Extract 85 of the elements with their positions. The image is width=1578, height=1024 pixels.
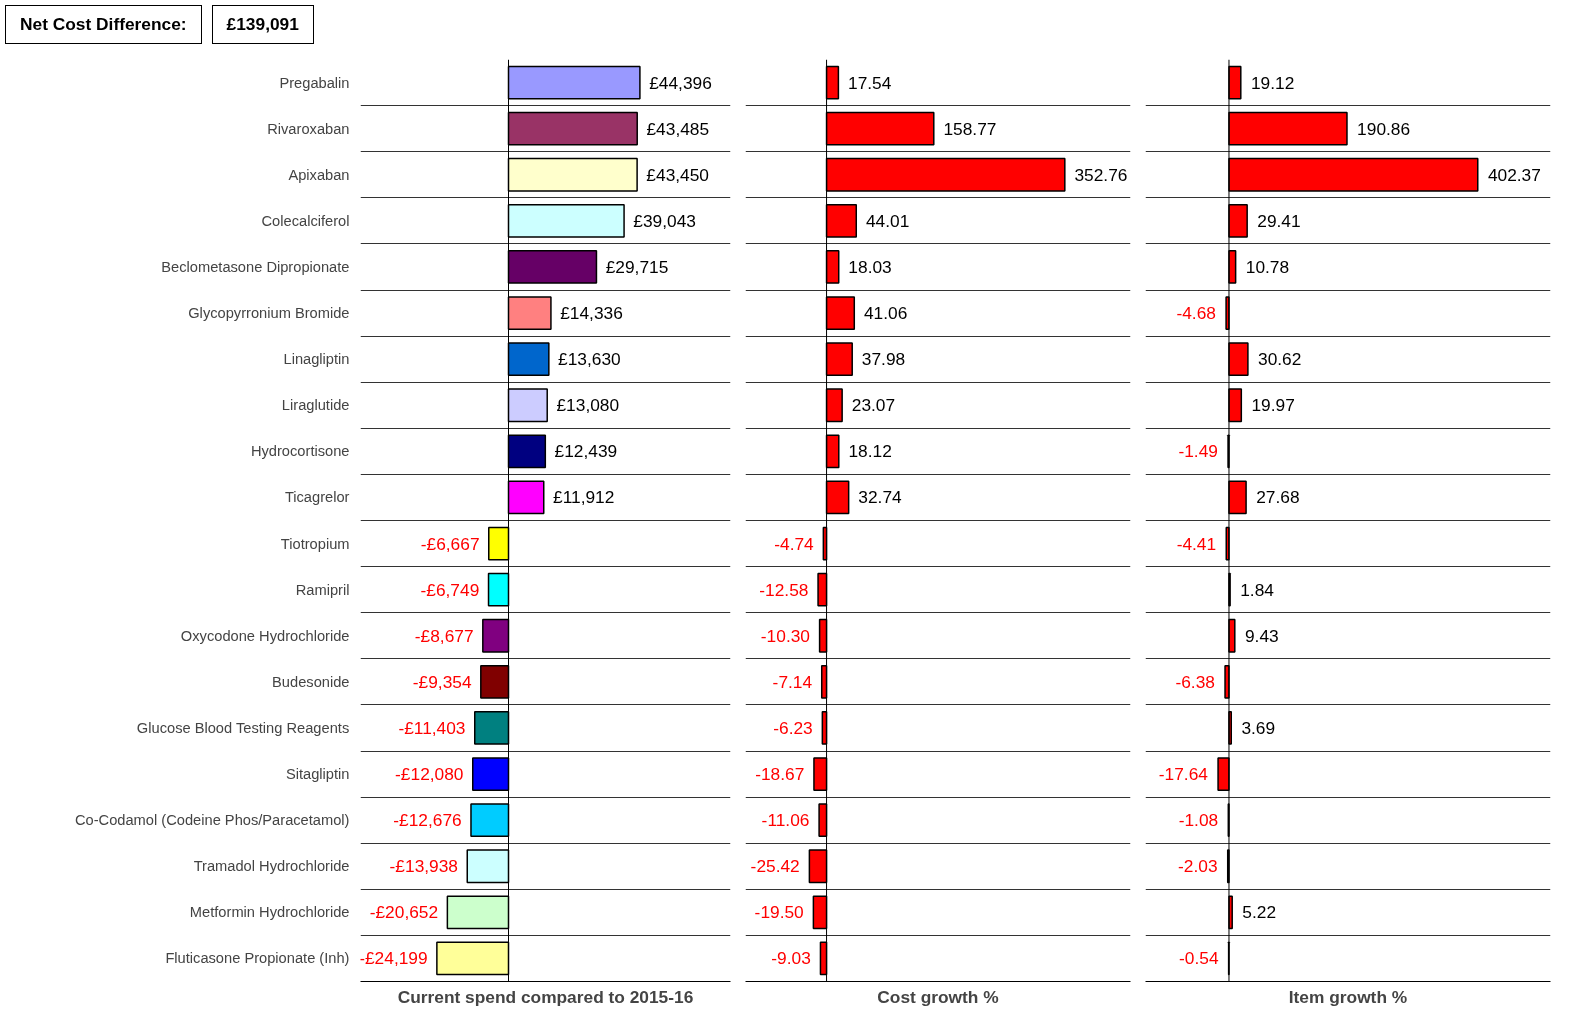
data-label: 27.68 <box>1256 487 1300 508</box>
data-label: -£11,403 <box>398 717 466 738</box>
x-axis-title: Cost growth % <box>877 986 999 1007</box>
data-label: -£8,677 <box>414 625 474 646</box>
y-tick-label: Linagliptin <box>283 350 350 367</box>
data-label: -2.03 <box>1178 856 1218 876</box>
data-label: £44,396 <box>649 72 712 93</box>
data-label: -7.14 <box>772 671 813 692</box>
data-label: -12.58 <box>759 579 809 600</box>
data-label: -£20,652 <box>369 902 439 923</box>
data-label: -6.23 <box>773 717 813 738</box>
data-label: 17.54 <box>848 72 892 93</box>
y-tick-label: Glucose Blood Testing Reagents <box>136 719 350 736</box>
data-label: -17.64 <box>1158 763 1209 784</box>
data-label: £43,485 <box>646 118 710 139</box>
data-label: -£24,199 <box>359 948 428 969</box>
data-label: £11,912 <box>553 487 615 508</box>
data-label: 32.74 <box>858 487 903 508</box>
text: £139,091 <box>226 13 299 36</box>
y-tick-label: Tiotropium <box>280 535 350 552</box>
data-label: -£9,354 <box>412 671 472 692</box>
data-label: 9.43 <box>1244 625 1279 646</box>
y-tick-label: Metformin Hydrochloride <box>189 904 350 921</box>
data-label: 41.06 <box>863 302 908 323</box>
data-label: 402.37 <box>1487 164 1541 185</box>
data-label: -4.68 <box>1176 302 1216 323</box>
y-tick-label: Apixaban <box>288 166 350 183</box>
data-label: -10.30 <box>760 625 810 646</box>
data-label: -£13,938 <box>389 856 459 876</box>
data-label: 37.98 <box>861 348 906 369</box>
y-tick-label: Glycopyrronium Bromide <box>188 304 350 321</box>
data-label: 44.01 <box>865 210 910 231</box>
data-label: £14,336 <box>560 302 623 323</box>
data-label: -11.06 <box>761 809 810 830</box>
y-tick-label: Sitagliptin <box>285 765 350 782</box>
data-label: -£12,080 <box>395 763 464 784</box>
x-axis-title: Item growth % <box>1288 986 1408 1007</box>
y-tick-label: Oxycodone Hydrochloride <box>180 627 350 644</box>
data-label: £13,630 <box>558 348 621 369</box>
text: Net Cost Difference: <box>20 13 187 36</box>
data-label: £13,080 <box>556 395 620 415</box>
y-tick-label: Beclometasone Dipropionate <box>161 258 350 275</box>
data-label: 19.97 <box>1251 395 1295 415</box>
data-label: 29.41 <box>1257 210 1301 231</box>
data-label: -19.50 <box>754 902 804 923</box>
data-label: 19.12 <box>1250 72 1295 93</box>
data-label: -£6,667 <box>420 533 480 554</box>
data-label: 18.03 <box>848 256 892 277</box>
data-label: -25.42 <box>750 856 800 876</box>
y-tick-label: Fluticasone Propionate (Inh) <box>165 950 350 967</box>
y-tick-label: Budesonide <box>272 673 350 690</box>
data-label: 10.78 <box>1245 256 1290 277</box>
data-label: -0.54 <box>1179 948 1219 969</box>
data-label: -4.74 <box>774 533 815 554</box>
y-tick-label: Ticagrelor <box>284 489 350 506</box>
y-tick-label: Hydrocortisone <box>250 443 350 460</box>
data-label: 30.62 <box>1258 348 1302 369</box>
data-label: £43,450 <box>646 164 709 185</box>
data-label: -£6,749 <box>420 579 480 600</box>
data-label: 18.12 <box>848 441 892 462</box>
data-label: -1.08 <box>1178 809 1219 830</box>
x-axis-title: Current spend compared to 2015-16 <box>397 986 694 1007</box>
y-tick-label: Ramipril <box>295 581 350 598</box>
data-label: 1.84 <box>1240 579 1275 600</box>
data-label: 23.07 <box>851 395 896 415</box>
data-label: -1.49 <box>1178 441 1218 462</box>
y-tick-label: Rivaroxaban <box>267 120 350 137</box>
data-label: 5.22 <box>1242 902 1277 923</box>
y-tick-label: Pregabalin <box>279 74 350 91</box>
data-label: -9.03 <box>771 948 811 969</box>
data-label: -6.38 <box>1175 671 1215 692</box>
y-tick-label: Liraglutide <box>281 397 350 413</box>
data-label: 158.77 <box>943 118 997 139</box>
data-label: 190.86 <box>1357 118 1411 139</box>
data-label: 352.76 <box>1074 164 1128 185</box>
data-label: £12,439 <box>554 441 618 462</box>
data-label: 3.69 <box>1241 717 1276 738</box>
data-label: -4.41 <box>1176 533 1217 554</box>
y-tick-label: Co-Codamol (Codeine Phos/Paracetamol) <box>74 811 350 828</box>
y-tick-label: Colecalciferol <box>261 212 350 229</box>
data-label: -£12,676 <box>393 809 462 830</box>
data-label: -18.67 <box>755 763 805 784</box>
data-label: £39,043 <box>633 210 696 231</box>
y-tick-label: Tramadol Hydrochloride <box>193 858 350 874</box>
data-label: £29,715 <box>605 256 669 277</box>
